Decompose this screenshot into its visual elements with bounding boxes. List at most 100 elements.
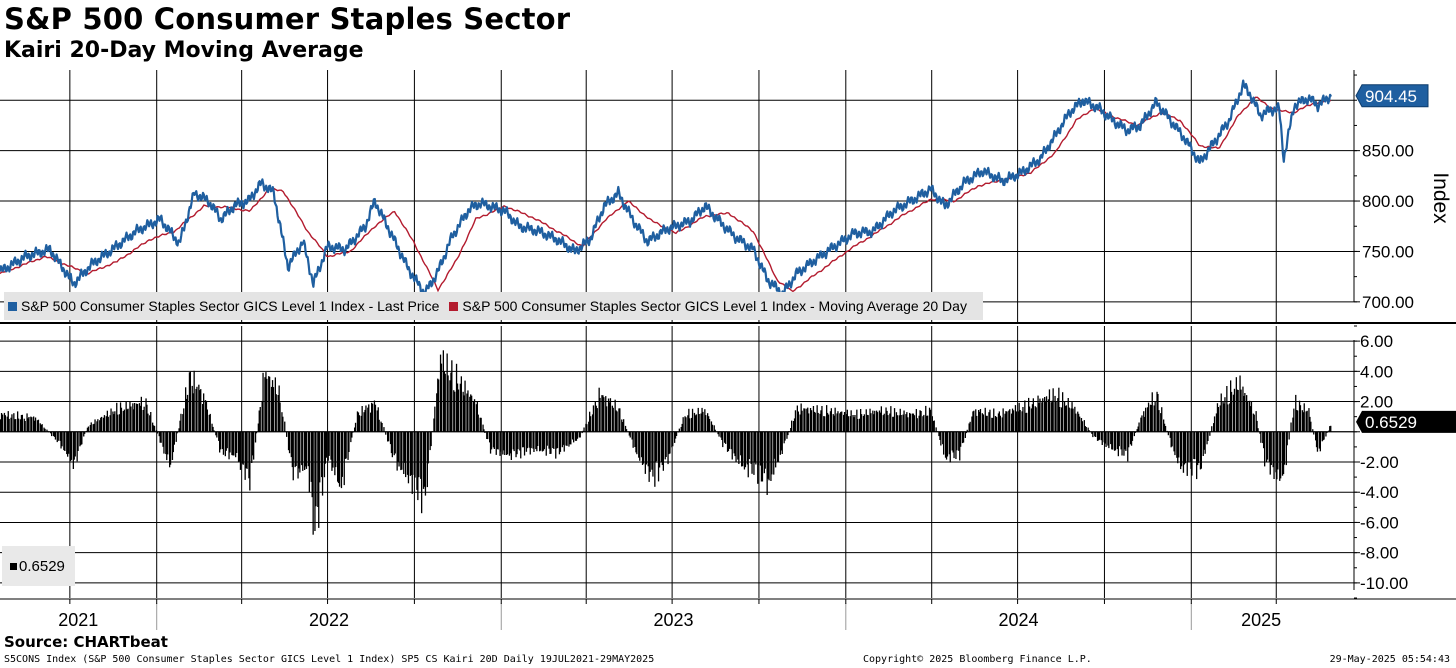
kairi-bar: [378, 419, 380, 432]
kairi-bar: [301, 431, 303, 466]
kairi-bar: [4, 415, 6, 432]
kairi-bar: [529, 431, 531, 455]
kairi-bar: [770, 431, 772, 481]
kairi-bar: [874, 410, 876, 432]
kairi-bar: [768, 431, 770, 481]
kairi-bar: [479, 417, 481, 432]
kairi-bar: [340, 431, 343, 489]
kairi-bar: [743, 431, 746, 470]
kairi-bar: [1184, 431, 1186, 464]
kairi-bar: [1021, 411, 1023, 432]
kairi-bar: [949, 431, 951, 463]
kairi-bar: [1052, 388, 1054, 432]
kairi-bar: [1250, 401, 1253, 432]
kairi-bar: [350, 431, 352, 443]
kairi-bar: [1293, 408, 1295, 432]
kairi-bar: [933, 420, 935, 432]
x-year-label: 2021: [58, 610, 98, 630]
kairi-bar: [1227, 404, 1229, 432]
kairi-bar: [644, 431, 646, 474]
kairi-bar: [791, 420, 793, 432]
kairi-bar: [1125, 431, 1127, 451]
kairi-bar: [724, 431, 726, 443]
kairi-bar: [310, 431, 312, 482]
kairi-bar: [1157, 394, 1159, 432]
kairi-bar: [1213, 416, 1216, 432]
kairi-bar: [380, 421, 382, 432]
kairi-bar: [1154, 401, 1156, 432]
kairi-bar: [794, 410, 797, 432]
kairi-bar: [0, 419, 2, 432]
kairi-bar: [413, 431, 415, 475]
kairi-bar: [725, 431, 727, 444]
last-price-tag-label: 904.45: [1365, 87, 1417, 106]
kairi-bar: [857, 419, 859, 432]
kairi-bar: [490, 431, 493, 450]
kairi-bar: [248, 431, 250, 479]
kairi-bar: [47, 430, 49, 432]
kairi-bar: [394, 431, 396, 454]
kairi-bar: [733, 431, 735, 454]
kairi-bar: [642, 431, 645, 464]
kairi-bar: [601, 395, 603, 432]
kairi-bar: [879, 412, 882, 432]
legend-swatch-ma: [449, 301, 459, 311]
kairi-bar: [523, 431, 526, 456]
kairi-bar: [92, 424, 94, 432]
kairi-bar: [975, 409, 977, 432]
kairi-bar: [1262, 431, 1264, 444]
kairi-bar: [343, 431, 345, 486]
kairi-bar: [1133, 431, 1135, 437]
kairi-bar: [430, 431, 432, 447]
kairi-bar: [284, 421, 286, 432]
kairi-bar: [707, 413, 709, 432]
kairi-bar: [358, 415, 360, 432]
legend-label-moving-average: S&P 500 Consumer Staples Sector GICS Lev…: [462, 298, 967, 314]
kairi-bar: [337, 431, 340, 484]
kairi-bar: [67, 431, 69, 457]
kairi-bar: [605, 396, 607, 432]
kairi-bar: [915, 409, 917, 432]
kairi-bar: [1230, 391, 1233, 432]
kairi-bar: [1039, 398, 1041, 432]
kairi-bar: [614, 399, 616, 432]
kairi-bar: [631, 431, 633, 440]
kairi-bar: [528, 431, 530, 448]
kairi-bar: [1253, 414, 1255, 432]
kairi-bar: [582, 430, 584, 432]
kairi-bar: [541, 431, 544, 452]
kairi-bar: [1303, 403, 1305, 432]
kairi-bar: [695, 414, 697, 432]
lower-y-tick-label: 4.00: [1360, 362, 1393, 381]
kairi-bar: [1182, 431, 1185, 473]
kairi-bar: [1285, 431, 1287, 466]
kairi-bar: [611, 405, 613, 432]
kairi-bar: [80, 431, 82, 446]
kairi-bar: [33, 416, 35, 432]
kairi-bar: [1083, 420, 1085, 432]
x-year-label: 2023: [653, 610, 693, 630]
kairi-bar: [1243, 395, 1245, 432]
kairi-bar: [368, 404, 370, 432]
kairi-bar: [398, 431, 400, 467]
kairi-bar: [442, 350, 444, 432]
kairi-bar: [669, 431, 671, 454]
kairi-bar: [625, 429, 628, 432]
kairi-bar: [449, 380, 451, 432]
kairi-bar: [906, 412, 908, 432]
kairi-bar: [1180, 431, 1182, 470]
kairi-bar: [321, 431, 323, 478]
last-price-tag: [1355, 84, 1429, 108]
kairi-bar: [155, 430, 158, 432]
kairi-bar: [271, 380, 274, 432]
kairi-bar: [274, 377, 276, 432]
legend-item-moving-average: S&P 500 Consumer Staples Sector GICS Lev…: [449, 298, 967, 314]
kairi-bar: [431, 431, 433, 432]
kairi-bar: [1120, 431, 1122, 450]
kairi-bar: [1268, 431, 1270, 462]
kairi-bar: [685, 417, 687, 432]
kairi-bar: [607, 398, 610, 432]
kairi-bar: [734, 431, 736, 457]
kairi-bar: [809, 408, 812, 432]
kairi-bar: [252, 431, 254, 456]
